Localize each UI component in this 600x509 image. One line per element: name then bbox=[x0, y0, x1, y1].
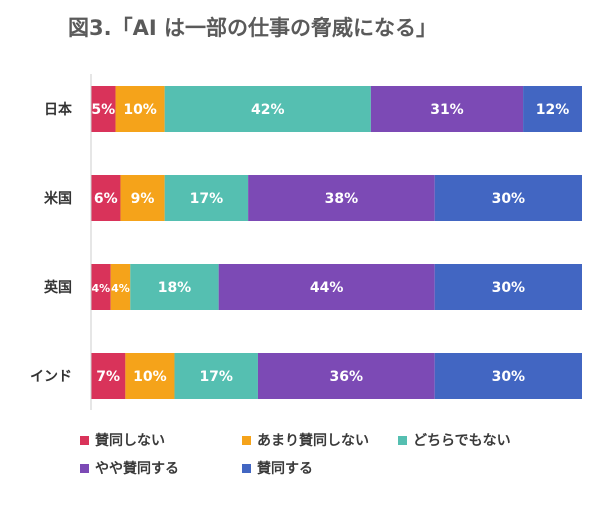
data-label: 17% bbox=[199, 369, 233, 385]
legend-item: あまり賛同しない bbox=[242, 430, 369, 450]
legend-label: やや賛同する bbox=[95, 461, 179, 477]
bar-segment bbox=[370, 86, 524, 132]
legend-swatch bbox=[80, 435, 89, 445]
bar-segment bbox=[120, 175, 165, 221]
data-label: 42% bbox=[251, 102, 285, 118]
legend-item: やや賛同する bbox=[80, 458, 179, 478]
data-label: 36% bbox=[330, 369, 364, 385]
legend-label: 賛同しない bbox=[95, 433, 165, 449]
bar-segment bbox=[174, 353, 258, 399]
bar-segment bbox=[164, 86, 371, 132]
legend-item: 賛同する bbox=[242, 458, 313, 478]
legend-item: 賛同しない bbox=[80, 430, 165, 450]
bar-segment bbox=[91, 175, 121, 221]
bar-segment bbox=[110, 264, 131, 310]
bar-segment bbox=[115, 86, 165, 132]
category-label: 英国 bbox=[43, 279, 72, 296]
legend-swatch bbox=[242, 463, 251, 473]
bar-segment bbox=[523, 86, 582, 132]
data-label: 6% bbox=[94, 191, 118, 207]
data-label: 10% bbox=[133, 369, 167, 385]
category-label: 米国 bbox=[44, 190, 72, 207]
data-label: 4% bbox=[91, 282, 110, 295]
data-label: 4% bbox=[111, 282, 130, 295]
bar-segment bbox=[257, 353, 435, 399]
data-label: 17% bbox=[190, 191, 224, 207]
stacked-bar-chart: 日本 5% 10% 42% 31% 12% 米国 6% 9% 17% 38% 30% 英国 4% 4% 18%… bbox=[30, 74, 582, 410]
bar-segment bbox=[91, 264, 111, 310]
bar-segment bbox=[248, 175, 435, 221]
legend-swatch bbox=[398, 435, 407, 445]
data-label: 9% bbox=[131, 191, 155, 207]
category-label: インド bbox=[30, 369, 72, 385]
legend-item: どちらでもない bbox=[398, 430, 511, 450]
chart-title: 図3.「AI は一部の仕事の脅威になる」 bbox=[68, 16, 437, 40]
data-label: 30% bbox=[492, 280, 526, 296]
legend-swatch bbox=[242, 435, 251, 445]
category-label: 日本 bbox=[44, 101, 73, 118]
data-label: 12% bbox=[536, 102, 570, 118]
legend-label: あまり賛同しない bbox=[257, 433, 369, 449]
data-label: 38% bbox=[325, 191, 359, 207]
data-label: 30% bbox=[492, 369, 526, 385]
bar-segment bbox=[434, 264, 582, 310]
bar-segment bbox=[130, 264, 219, 310]
bar-segment bbox=[91, 86, 116, 132]
data-label: 31% bbox=[430, 102, 464, 118]
bar-segment bbox=[434, 353, 582, 399]
bar-segment bbox=[434, 175, 582, 221]
data-label: 30% bbox=[492, 191, 526, 207]
data-label: 18% bbox=[158, 280, 192, 296]
data-label: 7% bbox=[96, 369, 120, 385]
data-label: 5% bbox=[91, 102, 115, 118]
legend-label: 賛同する bbox=[257, 461, 313, 477]
bar-segment bbox=[218, 264, 435, 310]
data-label: 10% bbox=[123, 102, 157, 118]
legend-swatch bbox=[80, 463, 89, 473]
legend-label: どちらでもない bbox=[413, 433, 511, 449]
bar-segment bbox=[164, 175, 249, 221]
bar-segment bbox=[91, 353, 126, 399]
data-label: 44% bbox=[310, 280, 344, 296]
bar-segment bbox=[125, 353, 175, 399]
